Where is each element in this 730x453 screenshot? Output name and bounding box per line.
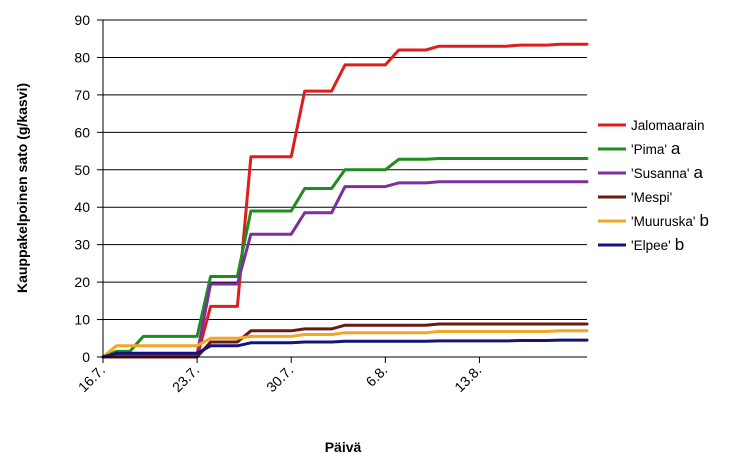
legend-group-letter: a bbox=[671, 139, 681, 158]
y-tick-label: 0 bbox=[82, 349, 90, 365]
legend-series-name: 'Pima' bbox=[631, 142, 667, 157]
y-tick-label: 40 bbox=[74, 199, 90, 215]
series-line bbox=[101, 157, 589, 359]
legend-group-letter: a bbox=[693, 163, 703, 182]
legend-series-name: 'Muuruska' bbox=[631, 214, 695, 229]
axes bbox=[97, 19, 587, 363]
legend-series-name: 'Susanna' bbox=[631, 166, 689, 181]
x-axis-title: Päivä bbox=[325, 439, 362, 453]
y-tick-label: 70 bbox=[74, 87, 90, 103]
y-tick-label: 60 bbox=[74, 124, 90, 140]
legend-series-name: Jalomaarain bbox=[631, 118, 705, 133]
series-lines bbox=[101, 42, 589, 359]
y-tick-label: 90 bbox=[74, 12, 90, 28]
series-line bbox=[101, 42, 589, 359]
x-tick-label: 13.8. bbox=[451, 362, 484, 395]
legend-label: 'Elpee' b bbox=[631, 235, 684, 254]
y-axis-title: Kauppakelpoinen sato (g/kasvi) bbox=[14, 83, 30, 293]
series-line bbox=[101, 338, 589, 359]
y-tick-label: 20 bbox=[74, 274, 90, 290]
y-tick-label: 10 bbox=[74, 312, 90, 328]
legend-series-name: 'Elpee' bbox=[631, 238, 671, 253]
y-tick-label: 30 bbox=[74, 237, 90, 253]
legend-label: 'Muuruska' b bbox=[631, 211, 709, 230]
x-tick-label: 23.7. bbox=[169, 362, 202, 395]
y-tick-labels: 0 10 20 30 40 50 60 70 80 90 bbox=[74, 12, 90, 365]
legend-label: 'Mespi' bbox=[631, 190, 672, 205]
y-tick-label: 80 bbox=[74, 49, 90, 65]
x-tick-labels: 16.7. 23.7. 30.7. 6.8. 13.8. bbox=[75, 362, 485, 395]
y-tick-label: 50 bbox=[74, 162, 90, 178]
x-tick-label: 16.7. bbox=[75, 362, 108, 395]
legend-group-letter: b bbox=[699, 211, 708, 230]
legend-label: 'Pima' a bbox=[631, 139, 681, 158]
legend-series-name: 'Mespi' bbox=[631, 190, 672, 205]
x-tick-label: 6.8. bbox=[363, 362, 391, 390]
legend-label: Jalomaarain bbox=[631, 118, 705, 133]
legend: Jalomaarain 'Pima' a 'Susanna' a 'Mespi' 'Muur… bbox=[598, 118, 709, 254]
series-line bbox=[101, 329, 589, 359]
legend-group-letter: b bbox=[675, 235, 684, 254]
x-tick-label: 30.7. bbox=[263, 362, 296, 395]
legend-label: 'Susanna' a bbox=[631, 163, 703, 182]
